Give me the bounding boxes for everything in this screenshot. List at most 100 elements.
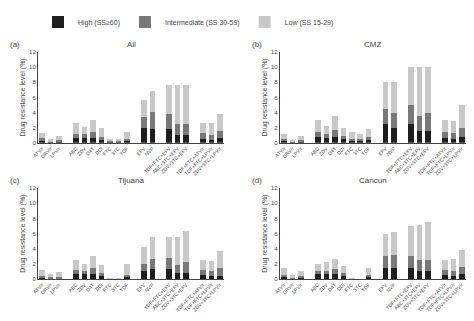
svg-text:ZDV+3TC+LPV/r: ZDV+3TC+LPV/r (433, 145, 464, 176)
svg-text:TDF: TDF (118, 146, 129, 157)
svg-text:NVP: NVP (143, 281, 155, 293)
svg-text:0: 0 (32, 276, 36, 282)
svg-text:ATV/r: ATV/r (273, 282, 286, 295)
svg-text:All: All (127, 40, 136, 49)
svg-text:2: 2 (32, 125, 36, 131)
svg-text:ZDV+3TC+EFV: ZDV+3TC+EFV (401, 281, 430, 310)
svg-text:Cancun: Cancun (359, 176, 387, 185)
svg-text:FTC: FTC (101, 281, 112, 292)
svg-text:Tijuana: Tijuana (118, 176, 144, 185)
svg-text:ATV/r: ATV/r (32, 282, 45, 295)
svg-text:Drug resistance level (%): Drug resistance level (%) (261, 58, 269, 136)
svg-text:DDI: DDI (94, 146, 104, 156)
svg-text:ATV/r: ATV/r (273, 145, 286, 158)
svg-text:LPV/r: LPV/r (290, 145, 303, 158)
svg-text:2: 2 (274, 261, 278, 267)
svg-text:DRV/r: DRV/r (39, 145, 53, 159)
svg-text:12: 12 (29, 49, 36, 55)
svg-text:LPV/r: LPV/r (290, 282, 303, 295)
svg-text:ZDV: ZDV (76, 145, 88, 157)
svg-text:10: 10 (271, 200, 278, 206)
svg-text:Drug resistance level (%): Drug resistance level (%) (19, 194, 27, 272)
svg-text:ZDV+3TC+EFV: ZDV+3TC+EFV (401, 145, 430, 174)
svg-text:ZDV: ZDV (318, 145, 330, 157)
svg-text:TDF+FTC+LPV/r: TDF+FTC+LPV/r (425, 282, 456, 313)
svg-text:DDI: DDI (94, 282, 104, 292)
svg-text:EFV: EFV (135, 145, 147, 157)
svg-text:ABC: ABC (309, 145, 321, 157)
svg-text:ZDV+3TC+EFV: ZDV+3TC+EFV (160, 281, 189, 310)
svg-text:EFV: EFV (377, 145, 389, 157)
svg-text:ABC: ABC (67, 281, 79, 293)
svg-text:ATV/r: ATV/r (32, 145, 45, 158)
svg-text:10: 10 (29, 200, 36, 206)
svg-text:TDF+FTC+ATV/r: TDF+FTC+ATV/r (416, 281, 447, 312)
svg-text:6: 6 (32, 231, 36, 237)
svg-text:TDF+FTC+EFV: TDF+FTC+EFV (143, 145, 172, 174)
svg-text:D4T: D4T (85, 282, 96, 293)
svg-text:TDF+FTC+LPV/r: TDF+FTC+LPV/r (183, 145, 214, 176)
svg-text:TDF+FTC+ATV/r: TDF+FTC+ATV/r (175, 145, 206, 176)
svg-text:FTC: FTC (343, 281, 354, 292)
svg-text:2: 2 (32, 261, 36, 267)
svg-text:4: 4 (32, 246, 36, 252)
svg-text:High (SS≥60): High (SS≥60) (78, 19, 120, 27)
svg-text:DDI: DDI (335, 282, 345, 292)
svg-text:TDF+FTC+LPV/r: TDF+FTC+LPV/r (425, 145, 456, 176)
svg-text:6: 6 (274, 95, 278, 101)
svg-text:0: 0 (32, 140, 36, 146)
svg-text:ZDV+3TC+EFV: ZDV+3TC+EFV (160, 145, 189, 174)
svg-text:NVP: NVP (385, 281, 397, 293)
svg-text:2: 2 (274, 125, 278, 131)
svg-text:NVP: NVP (385, 145, 397, 157)
svg-text:DRV/r: DRV/r (39, 282, 53, 296)
svg-text:(c): (c) (10, 176, 20, 185)
svg-text:EFV: EFV (377, 281, 389, 293)
svg-text:10: 10 (271, 64, 278, 70)
svg-text:ABC+3TC+EFV: ABC+3TC+EFV (151, 145, 181, 175)
svg-text:ABC+3TC+EFV: ABC+3TC+EFV (151, 281, 181, 311)
svg-text:8: 8 (274, 216, 278, 222)
svg-text:4: 4 (32, 110, 36, 116)
svg-text:ABC: ABC (67, 145, 79, 157)
svg-text:DDI: DDI (335, 146, 345, 156)
svg-text:3TC: 3TC (110, 281, 121, 292)
svg-text:TDF: TDF (118, 282, 129, 293)
svg-text:8: 8 (32, 79, 36, 85)
svg-text:8: 8 (32, 216, 36, 222)
svg-text:Drug resistance level (%): Drug resistance level (%) (19, 58, 27, 136)
svg-text:6: 6 (32, 95, 36, 101)
svg-text:12: 12 (271, 185, 278, 191)
svg-text:ZDV+3TC+LPV/r: ZDV+3TC+LPV/r (191, 145, 222, 176)
svg-text:ABC: ABC (309, 281, 321, 293)
svg-text:8: 8 (274, 79, 278, 85)
svg-text:TDF+FTC+EFV: TDF+FTC+EFV (143, 281, 172, 310)
svg-text:D4T: D4T (326, 282, 337, 293)
svg-text:D4T: D4T (85, 146, 96, 157)
svg-text:LPV/r: LPV/r (49, 145, 62, 158)
svg-text:TDF: TDF (360, 146, 371, 157)
svg-text:(b): (b) (252, 40, 262, 49)
svg-text:0: 0 (274, 276, 278, 282)
svg-text:TDF+FTC+EFV: TDF+FTC+EFV (384, 145, 413, 174)
svg-text:0: 0 (274, 140, 278, 146)
svg-text:FTC: FTC (101, 145, 112, 156)
svg-text:Low (SS 15-29): Low (SS 15-29) (285, 19, 334, 27)
svg-text:Intermediate (SS 30-59): Intermediate (SS 30-59) (165, 19, 240, 27)
svg-text:4: 4 (274, 246, 278, 252)
svg-text:ZDV+3TC+LPV/r: ZDV+3TC+LPV/r (433, 281, 464, 312)
svg-text:TDF+FTC+EFV: TDF+FTC+EFV (384, 281, 413, 310)
svg-text:LPV/r: LPV/r (49, 282, 62, 295)
svg-text:(d): (d) (252, 176, 262, 185)
svg-text:ZDV+3TC+LPV/r: ZDV+3TC+LPV/r (191, 281, 222, 312)
svg-text:DRV/r: DRV/r (281, 282, 295, 296)
svg-text:4: 4 (274, 110, 278, 116)
svg-text:Drug resistance level (%): Drug resistance level (%) (261, 194, 269, 272)
svg-text:CMZ: CMZ (364, 40, 381, 49)
svg-text:TDF+FTC+ATV/r: TDF+FTC+ATV/r (416, 145, 447, 176)
svg-text:ABC+3TC+EFV: ABC+3TC+EFV (393, 145, 423, 175)
svg-text:D4T: D4T (326, 146, 337, 157)
svg-text:12: 12 (29, 185, 36, 191)
svg-text:(a): (a) (10, 40, 20, 49)
svg-text:ABC+3TC+EFV: ABC+3TC+EFV (393, 281, 423, 311)
